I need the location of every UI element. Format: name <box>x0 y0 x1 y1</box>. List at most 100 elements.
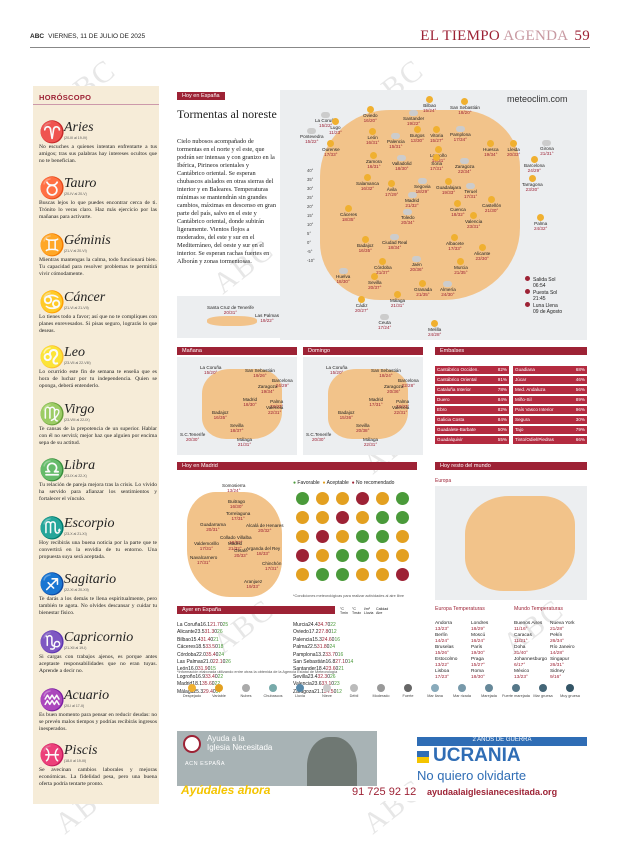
sign-text: Tu relación de pareja mejora tras la cri… <box>39 482 157 502</box>
sign-dates: (23-VII al 22-VIII) <box>64 361 91 365</box>
city-forecast: Málaga 21/31° <box>390 291 405 308</box>
sign-name: Cáncer <box>64 290 106 305</box>
city-forecast: Sevilla 20/38° <box>356 423 370 433</box>
ad-org-line1: Ayuda a la <box>207 734 245 743</box>
page-number: 59 <box>574 28 590 44</box>
world-city: Caracas 11/21° <box>514 633 532 644</box>
madrid-map <box>177 472 287 600</box>
embalse-row: Cantábrico Occiden. 82% <box>435 366 509 374</box>
ad-cta[interactable]: Ayúdales ahora <box>181 783 271 797</box>
city-forecast: Sevilla 18/37° <box>230 423 244 433</box>
sun-icon <box>451 234 459 241</box>
embalse-row: Med. Andaluza 56% <box>513 386 587 394</box>
sign-text: No escuches a quienes intentan enfrentar… <box>39 144 157 164</box>
city-forecast: Zaragoza 19/34° <box>258 384 278 394</box>
sun-icon <box>379 258 387 265</box>
wind-strong-icon <box>404 684 412 692</box>
embalse-row: Guadiana 68% <box>513 366 587 374</box>
city-forecast: Jaén 20/36° <box>410 256 423 272</box>
sign-name: Leo <box>64 345 85 360</box>
city-las-palmas: Las Palmas 19/22° <box>255 313 280 323</box>
city-forecast: Cádiz 20/27° <box>355 296 368 313</box>
sea-calm-icon <box>431 684 439 692</box>
weather-icon-item: Despejado <box>177 684 207 698</box>
activity-icon <box>296 511 309 524</box>
city-forecast: Málaga 22/31° <box>363 437 379 447</box>
world-city: Singapur 26/31° <box>550 657 570 668</box>
cloud-icon <box>417 178 427 184</box>
city-forecast: Torrelaguna 17/31° <box>226 511 251 521</box>
city-forecast: Guadalajara 19/33° <box>436 178 461 195</box>
ad-website[interactable]: ayudaalaiglesianecesitada.org <box>427 787 558 797</box>
sign-dates: (18-II al 19-III) <box>64 759 86 763</box>
sun-icon <box>487 140 495 147</box>
city-forecast: Valencia 22/31° <box>266 405 284 415</box>
zodiac-sagitario-icon: ♐ <box>39 572 66 596</box>
zodiac-cáncer-icon: ♋ <box>39 290 66 314</box>
weather-icon-item: Lluvia <box>285 684 315 698</box>
sun-icon <box>461 98 469 105</box>
sun-icon <box>457 258 465 265</box>
activity-icon <box>316 549 329 562</box>
sun-info-item: Puesta Sol 21:45 <box>525 289 587 302</box>
sign-name: Libra <box>64 458 96 473</box>
sun-icon <box>332 118 339 125</box>
world-city: Pekín 26/34° <box>550 633 564 644</box>
ayer-row: Logroño16.933.4022 <box>177 673 224 680</box>
brand: ABC <box>30 33 45 40</box>
sun-icon <box>358 296 366 303</box>
city-forecast: Castellón 21/30° <box>482 196 501 213</box>
ayer-row: La Coruña16.121.7025 <box>177 622 229 628</box>
sign-name: Sagitario <box>64 572 117 587</box>
issue-date: VIERNES, 11 DE JULIO DE 2025 <box>48 33 146 40</box>
acn-logo-icon <box>183 735 201 753</box>
section-title: EL TIEMPO <box>420 28 501 44</box>
column-header: °C Tmáx <box>352 607 361 615</box>
world-city: Berlín 14/24° <box>435 633 449 644</box>
sea-very-rough-icon <box>566 684 574 692</box>
embalse-row: Cataluña Interior 78% <box>435 386 509 394</box>
cloud-icon <box>455 126 465 132</box>
cloud-icon <box>403 209 413 215</box>
city-forecast: Huelva 18/30° <box>336 268 350 284</box>
mundo-title: Mundo Temperaturas <box>514 606 563 612</box>
activity-legend: ● Favorable ● Aceptable ● No recomendado <box>293 480 395 486</box>
ayer-row: Murcia24.434.7022 <box>293 622 336 628</box>
city-forecast: Girona 21/31° <box>540 140 554 156</box>
zodiac-acuario-icon: ♒ <box>39 688 66 712</box>
cloud-icon <box>542 140 552 146</box>
page-header: ABC VIERNES, 11 DE JULIO DE 2025 EL TIEMP… <box>30 28 590 48</box>
city-forecast: León 16/31° <box>366 128 379 145</box>
sun-icon <box>370 152 378 159</box>
activity-icon <box>336 530 349 543</box>
city-forecast: Pontevedra 15/22° <box>300 128 324 144</box>
city-forecast: Vitoria 15/27° <box>430 126 443 143</box>
activity-icon <box>356 568 369 581</box>
cloud-icon <box>407 192 417 198</box>
tag-spain: Hoy en España <box>177 92 225 100</box>
zodiac-capricornio-icon: ♑ <box>39 630 66 654</box>
city-forecast: San Sebastián 19/26° <box>245 368 275 378</box>
zodiac-virgo-icon: ♍ <box>39 402 66 426</box>
activity-icon <box>336 511 349 524</box>
activity-icon <box>396 511 409 524</box>
ayer-row: Palencia15.324.6016 <box>293 636 340 643</box>
activity-icon <box>296 568 309 581</box>
ad-phone[interactable]: 91 725 92 12 <box>352 786 417 798</box>
sign-dates: (23-IX al 22-X) <box>64 474 87 478</box>
city-forecast: Zamora 16/31° <box>366 152 382 169</box>
city-forecast: Ávila 17/29° <box>385 180 398 197</box>
city-forecast: Ciudad Real 18/34° <box>382 234 407 250</box>
city-forecast: Badajoz 16/35° <box>212 410 229 420</box>
world-city: Andorra 13/23° <box>435 621 453 632</box>
city-forecast: Cuenca 18/32° <box>450 200 466 217</box>
weather-icon-item: Muy gruesa <box>555 684 585 698</box>
city-forecast: Sevilla 20/37° <box>368 273 382 290</box>
activity-icon <box>356 549 369 562</box>
activity-icon <box>316 492 329 505</box>
weather-icon-item: Fuerte marejada <box>501 684 531 698</box>
city-forecast: Zaragoza 22/34° <box>455 158 474 174</box>
activity-icon <box>336 549 349 562</box>
city-forecast: Granada 21/35° <box>414 280 432 297</box>
city-forecast: Palencia 15/31° <box>387 133 405 149</box>
